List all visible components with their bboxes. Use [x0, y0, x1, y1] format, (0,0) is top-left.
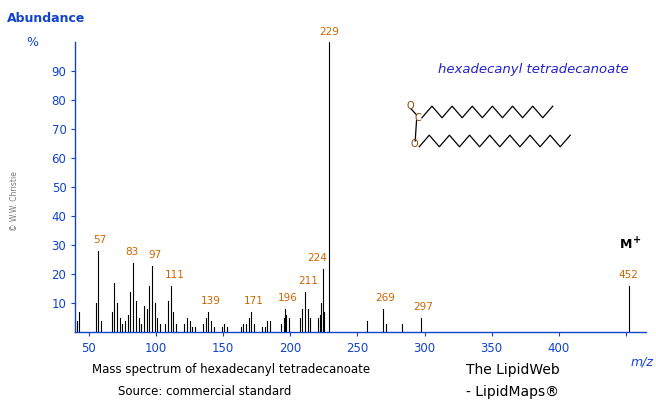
Text: 269: 269 [376, 293, 396, 303]
Text: 211: 211 [298, 276, 318, 286]
Text: Source: commercial standard: Source: commercial standard [118, 385, 291, 398]
Text: hexadecanyl tetradecanoate: hexadecanyl tetradecanoate [438, 62, 628, 76]
Text: +: + [633, 235, 641, 245]
Text: 111: 111 [165, 270, 185, 280]
Text: %: % [26, 36, 38, 49]
Text: 139: 139 [201, 296, 221, 306]
Text: Mass spectrum of hexadecanyl tetradecanoate: Mass spectrum of hexadecanyl tetradecano… [92, 363, 370, 376]
Text: M: M [620, 238, 632, 251]
Text: - LipidMaps®: - LipidMaps® [466, 385, 559, 399]
Text: 452: 452 [619, 270, 639, 280]
Text: O: O [406, 101, 414, 111]
Text: 224: 224 [307, 253, 327, 263]
Text: The LipidWeb: The LipidWeb [466, 363, 560, 377]
Text: 229: 229 [319, 27, 339, 37]
Text: m/z: m/z [630, 356, 653, 369]
Text: 297: 297 [413, 302, 433, 312]
Text: Abundance: Abundance [7, 12, 85, 25]
Text: 57: 57 [93, 235, 106, 245]
Text: O: O [410, 139, 418, 149]
Text: 97: 97 [148, 250, 161, 260]
Text: 171: 171 [244, 296, 264, 306]
Text: 83: 83 [125, 247, 138, 257]
Text: © W.W. Christie: © W.W. Christie [10, 172, 19, 231]
Text: C: C [415, 113, 421, 123]
Text: 196: 196 [277, 293, 298, 303]
